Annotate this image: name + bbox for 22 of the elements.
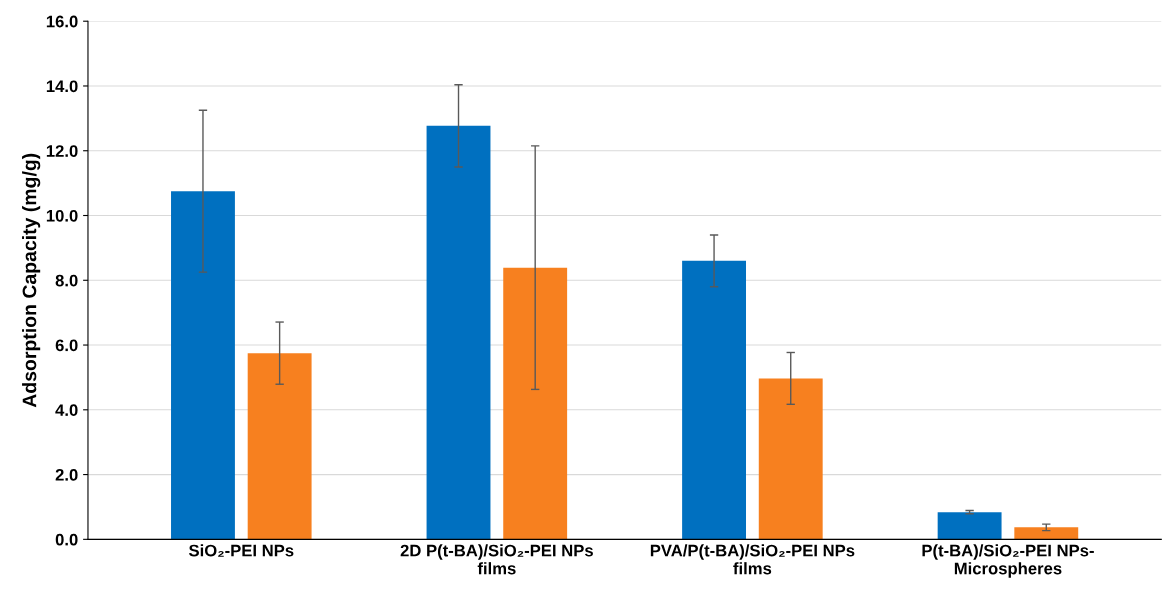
- bar: [503, 267, 568, 540]
- y-tick-label: 12.0: [46, 145, 78, 157]
- bar: [758, 378, 823, 540]
- y-axis-title: Adsorption Capacity (mg/g): [22, 153, 41, 408]
- y-tick-label: 14.0: [46, 80, 78, 93]
- x-tick-label: PVA/P(t-BA)/SiO₂-PEI NPs films: [650, 544, 855, 575]
- y-tick-label: 4.0: [55, 404, 78, 417]
- x-tick-label: 2D P(t-BA)/SiO₂-PEI NPs films: [400, 544, 593, 575]
- bar: [937, 512, 1002, 540]
- y-tick-label: 10.0: [46, 209, 78, 222]
- y-tick-label: 16.0: [46, 15, 78, 28]
- x-tick-label: SiO₂-PEI NPs: [188, 544, 294, 557]
- y-tick-label: 8.0: [55, 274, 78, 287]
- y-tick-label: 2.0: [55, 468, 78, 481]
- bar: [171, 191, 235, 540]
- bar: [247, 353, 312, 540]
- y-tick-label: 0.0: [55, 533, 78, 546]
- bar: [682, 260, 747, 540]
- y-tick-label: 6.0: [55, 339, 78, 352]
- bar: [426, 125, 491, 540]
- bar: [1014, 527, 1079, 540]
- x-tick-label: P(t-BA)/SiO₂-PEI NPs- Microspheres: [922, 544, 1094, 578]
